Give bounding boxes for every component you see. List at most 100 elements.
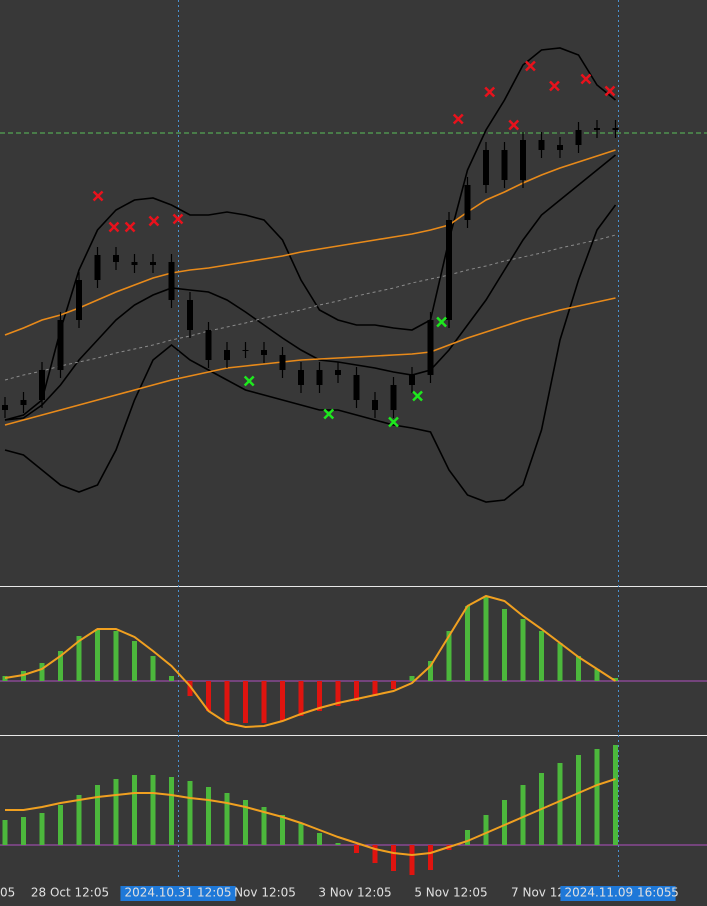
histogram-bar [280,815,285,845]
histogram-bar [539,631,544,681]
time-label-highlight [120,886,236,901]
histogram-bar [372,681,378,696]
candle-body [612,128,619,130]
histogram-bar [502,609,507,681]
histogram-bar [409,676,415,681]
candle-body [279,355,286,370]
candle-body [483,150,489,185]
histogram-bar [2,676,8,681]
signal-marker [452,113,464,125]
histogram-bar [613,745,618,845]
candle-body [557,145,563,150]
candle-body [187,300,193,330]
histogram-bar [113,779,119,845]
signal-marker [549,80,560,92]
histogram-bar [594,749,600,845]
histogram-bar [446,631,452,681]
signal-marker [604,85,616,97]
signal-marker [243,375,255,387]
candle-body [224,350,230,360]
histogram-bar [58,805,63,845]
histogram-bar [557,643,563,681]
candle-body [538,140,545,150]
signal-marker [508,119,520,131]
indicator-line [4,297,616,426]
histogram-bar [243,800,248,845]
histogram-bar [39,813,45,845]
histogram-bar [150,775,156,845]
histogram-bar [335,681,341,706]
candle-body [20,400,27,405]
histogram-bar [21,817,26,845]
histogram-bar [557,763,563,845]
histogram-bar [206,681,211,711]
candle-body [372,400,378,410]
indicator-line [4,47,617,421]
signal-marker [148,215,160,227]
histogram-bar [502,800,507,845]
histogram-bar [187,681,193,696]
candle-body [427,320,434,375]
signal-marker [412,390,423,402]
candle-body [409,375,415,385]
histogram-bar [613,678,618,681]
histogram-bar [39,663,45,681]
candle-body [150,262,156,265]
histogram-bar [520,619,526,681]
candle-body [298,370,304,385]
time-label: 7 Nov 12 [511,886,565,900]
histogram-bar [298,823,304,845]
histogram-bar [76,795,82,845]
signal-marker [580,73,592,85]
time-label: 5 [671,886,679,900]
histogram-bar [169,676,174,681]
signal-marker [525,60,536,72]
indicator-line [4,149,616,336]
histogram-bar [428,845,433,870]
candle-body [316,370,323,385]
time-label: 05 [0,886,15,900]
histogram-bar [576,656,581,681]
signal-marker [108,221,120,233]
histogram-bar [594,669,600,681]
histogram-bar [58,651,63,681]
candle-body [168,262,175,300]
indicator-line [4,154,617,421]
signal-line [5,778,616,857]
signal-marker [172,213,184,225]
time-label: 2024.10.31 12:05 [124,886,231,900]
signal-marker [92,190,104,202]
histogram-bar [206,787,211,845]
time-label: 3 Nov 12:05 [318,886,391,900]
histogram-bar [372,845,378,863]
candle-body [261,350,267,355]
histogram-bar [113,631,119,681]
signal-marker [323,408,335,420]
histogram-bar [2,820,8,845]
indicator-line [4,234,616,381]
time-label: 28 Oct 12:05 [31,886,109,900]
histogram-bar [317,833,322,845]
time-label: 2024.11.09 16:05 [564,886,671,900]
signal-marker [436,316,447,328]
candle-body [39,370,45,400]
candle-body [446,220,452,320]
candle-body [131,262,138,265]
histogram-bar [132,775,137,845]
histogram-bar [76,636,82,681]
candle-body [76,280,82,320]
candle-body [94,255,101,280]
candle-body [2,405,8,410]
histogram-bar [224,681,230,721]
time-label: 5 Nov 12:05 [414,886,487,900]
candle-body [242,350,249,351]
histogram-bar [576,755,581,845]
histogram-bar [261,807,267,845]
candle-body [205,330,212,360]
histogram-bar [354,845,359,853]
time-label: Nov 12:05 [234,886,296,900]
histogram-bar [354,681,359,701]
candle-body [113,255,119,262]
